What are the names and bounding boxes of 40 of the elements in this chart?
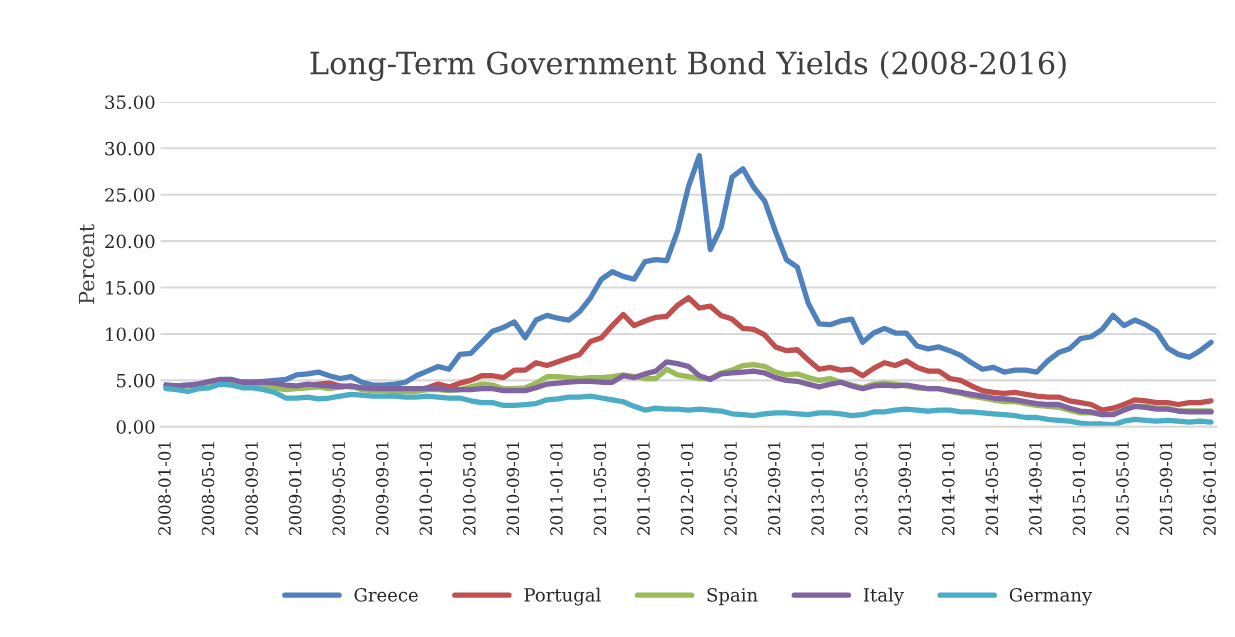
legend-label: Germany <box>1009 588 1093 606</box>
legend-label: Italy <box>863 587 904 606</box>
y-tick-label: 35.00 <box>105 95 155 110</box>
x-tick-label: 2010-01-01 <box>419 442 433 535</box>
y-tick-label: 10.00 <box>106 327 155 342</box>
x-tick-label: 2012-05-01 <box>724 442 737 535</box>
x-tick-label: 2011-01-01 <box>550 442 563 535</box>
x-tick-label: 2008-09-01 <box>245 442 258 535</box>
chart-title: Long-Term Government Bond Yields (2008-2016) <box>310 50 1066 81</box>
x-tick-label: 2009-09-01 <box>375 442 389 535</box>
x-tick-label: 2013-09-01 <box>898 442 912 535</box>
y-tick-label: 20.00 <box>105 234 155 249</box>
x-tick-label: 2013-01-01 <box>811 442 824 535</box>
x-tick-label: 2014-05-01 <box>985 442 999 535</box>
x-tick-label: 2010-09-01 <box>506 442 520 535</box>
y-tick-label: 30.00 <box>105 141 155 156</box>
legend-label: Portugal <box>524 587 601 606</box>
x-tick-label: 2008-05-01 <box>201 442 215 535</box>
legend-label: Spain <box>707 588 758 606</box>
x-tick-label: 2009-01-01 <box>288 442 302 535</box>
x-tick-label: 2015-05-01 <box>1116 442 1129 535</box>
x-tick-label: 2012-09-01 <box>767 442 781 535</box>
y-tick-label: 25.00 <box>105 188 155 202</box>
y-tick-label: 5.00 <box>117 373 155 388</box>
x-tick-label: 2014-09-01 <box>1029 442 1042 535</box>
x-tick-label: 2010-05-01 <box>463 442 476 535</box>
x-tick-label: 2015-09-01 <box>1159 442 1173 535</box>
x-tick-label: 2016-01-01 <box>1203 442 1216 535</box>
x-tick-label: 2013-05-01 <box>854 442 868 535</box>
x-tick-label: 2012-01-01 <box>680 442 694 535</box>
y-tick-label: 15.00 <box>106 281 155 295</box>
x-tick-label: 2014-01-01 <box>942 442 955 535</box>
y-tick-label: 0.00 <box>116 420 155 434</box>
legend-label: Greece <box>354 588 418 602</box>
x-tick-label: 2015-01-01 <box>1072 442 1086 535</box>
x-tick-label: 2009-05-01 <box>332 442 345 535</box>
x-tick-label: 2011-09-01 <box>637 442 650 535</box>
y-axis-title: Percent <box>78 223 95 304</box>
x-tick-label: 2008-01-01 <box>158 442 171 535</box>
x-tick-label: 2011-05-01 <box>593 442 607 535</box>
